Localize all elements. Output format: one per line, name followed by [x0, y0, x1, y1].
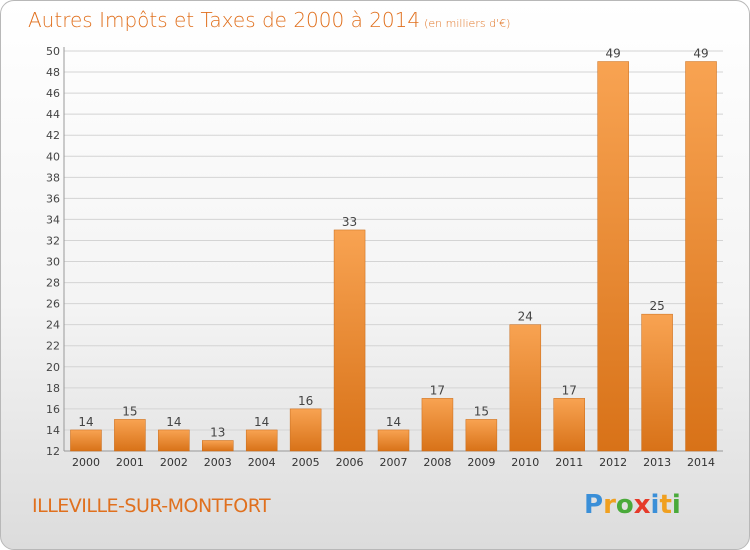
y-tick-label: 28 [46, 277, 60, 290]
y-tick-label: 32 [46, 234, 60, 247]
y-tick-label: 36 [46, 192, 60, 205]
bar [509, 324, 542, 452]
y-tick-label: 40 [46, 150, 60, 163]
bar-value-label: 25 [649, 299, 664, 313]
bar-value-label: 17 [562, 383, 577, 397]
bar [421, 398, 454, 452]
x-tick-label: 2005 [292, 456, 320, 469]
bar [685, 61, 717, 452]
y-axis-tick-labels: 12 14 16 18 20 22 24 26 28 30 32 34 36 38 40 42 44 46 48 50 [46, 45, 60, 458]
y-tick-label: 38 [46, 171, 60, 184]
bar-value-label: 15 [474, 404, 489, 418]
bar [202, 440, 234, 452]
x-tick-label: 2002 [160, 456, 188, 469]
bar-value-label: 13 [210, 425, 225, 439]
x-tick-label: 2013 [643, 456, 671, 469]
x-tick-label: 2008 [423, 456, 451, 469]
y-tick-label: 20 [46, 361, 60, 374]
x-tick-label: 2014 [687, 456, 715, 469]
y-tick-label: 30 [46, 256, 60, 269]
brand-letter: t [659, 490, 672, 520]
x-tick-label: 2012 [599, 456, 627, 469]
y-tick-label: 26 [46, 298, 60, 311]
y-tick-label: 46 [46, 87, 60, 100]
bar-value-label: 17 [430, 383, 445, 397]
bar-value-label: 15 [122, 404, 137, 418]
bar-value-label: 49 [606, 47, 621, 61]
brand-letter: x [633, 490, 651, 520]
bar-value-label: 14 [166, 415, 181, 429]
y-tick-label: 12 [46, 445, 60, 458]
x-tick-label: 2010 [511, 456, 539, 469]
y-tick-label: 24 [46, 319, 60, 332]
brand-letter: i [671, 490, 681, 520]
bar [333, 229, 366, 452]
bar [377, 429, 410, 452]
bar-value-label: 24 [518, 310, 533, 324]
y-tick-label: 16 [46, 403, 60, 416]
bar [70, 429, 102, 452]
chart-subtitle: (en milliers d'€) [424, 17, 511, 30]
x-tick-label: 2004 [248, 456, 276, 469]
brand-letter: o [615, 490, 634, 520]
bar-value-label: 14 [386, 415, 401, 429]
brand-logo: Proxiti [584, 490, 681, 520]
x-tick-label: 2009 [467, 456, 495, 469]
bar-value-label: 14 [78, 415, 93, 429]
y-tick-label: 22 [46, 340, 60, 353]
y-tick-label: 50 [46, 45, 60, 58]
bar [245, 429, 278, 452]
bar [158, 429, 190, 452]
y-tick-label: 18 [46, 382, 60, 395]
bar [114, 419, 146, 452]
x-tick-label: 2011 [555, 456, 583, 469]
bars [70, 61, 717, 452]
x-tick-label: 2001 [116, 456, 144, 469]
brand-letter: r [603, 490, 616, 520]
x-tick-label: 2000 [72, 456, 100, 469]
bar-value-label: 14 [254, 415, 269, 429]
y-tick-label: 34 [46, 213, 60, 226]
bar-value-label: 33 [342, 215, 357, 229]
y-tick-label: 48 [46, 66, 60, 79]
y-tick-label: 14 [46, 424, 60, 437]
bar [641, 313, 673, 452]
x-tick-label: 2006 [336, 456, 364, 469]
bar-value-label: 49 [693, 47, 708, 61]
bar [597, 61, 629, 452]
brand-letter: P [584, 490, 604, 520]
bar [553, 398, 585, 452]
bar-value-label: 16 [298, 394, 313, 408]
x-axis-tick-labels: 2000 2001 2002 2003 2004 2005 2006 2007 2008 2009… [72, 456, 715, 469]
bar [289, 408, 322, 452]
chart-title: Autres Impôts et Taxes de 2000 à 2014 (en… [28, 8, 510, 32]
bar [465, 419, 498, 452]
bar-value-labels: 14 15 14 13 14 16 33 14 17 15 24 17 49 25 49 [78, 47, 708, 440]
x-tick-label: 2003 [204, 456, 232, 469]
chart-title-text: Autres Impôts et Taxes de 2000 à 2014 [28, 8, 421, 32]
y-tick-label: 44 [46, 108, 60, 121]
brand-letter: i [650, 490, 660, 520]
y-tick-label: 42 [46, 129, 60, 142]
x-tick-label: 2007 [380, 456, 408, 469]
city-name: ILLEVILLE-SUR-MONTFORT [32, 495, 271, 517]
